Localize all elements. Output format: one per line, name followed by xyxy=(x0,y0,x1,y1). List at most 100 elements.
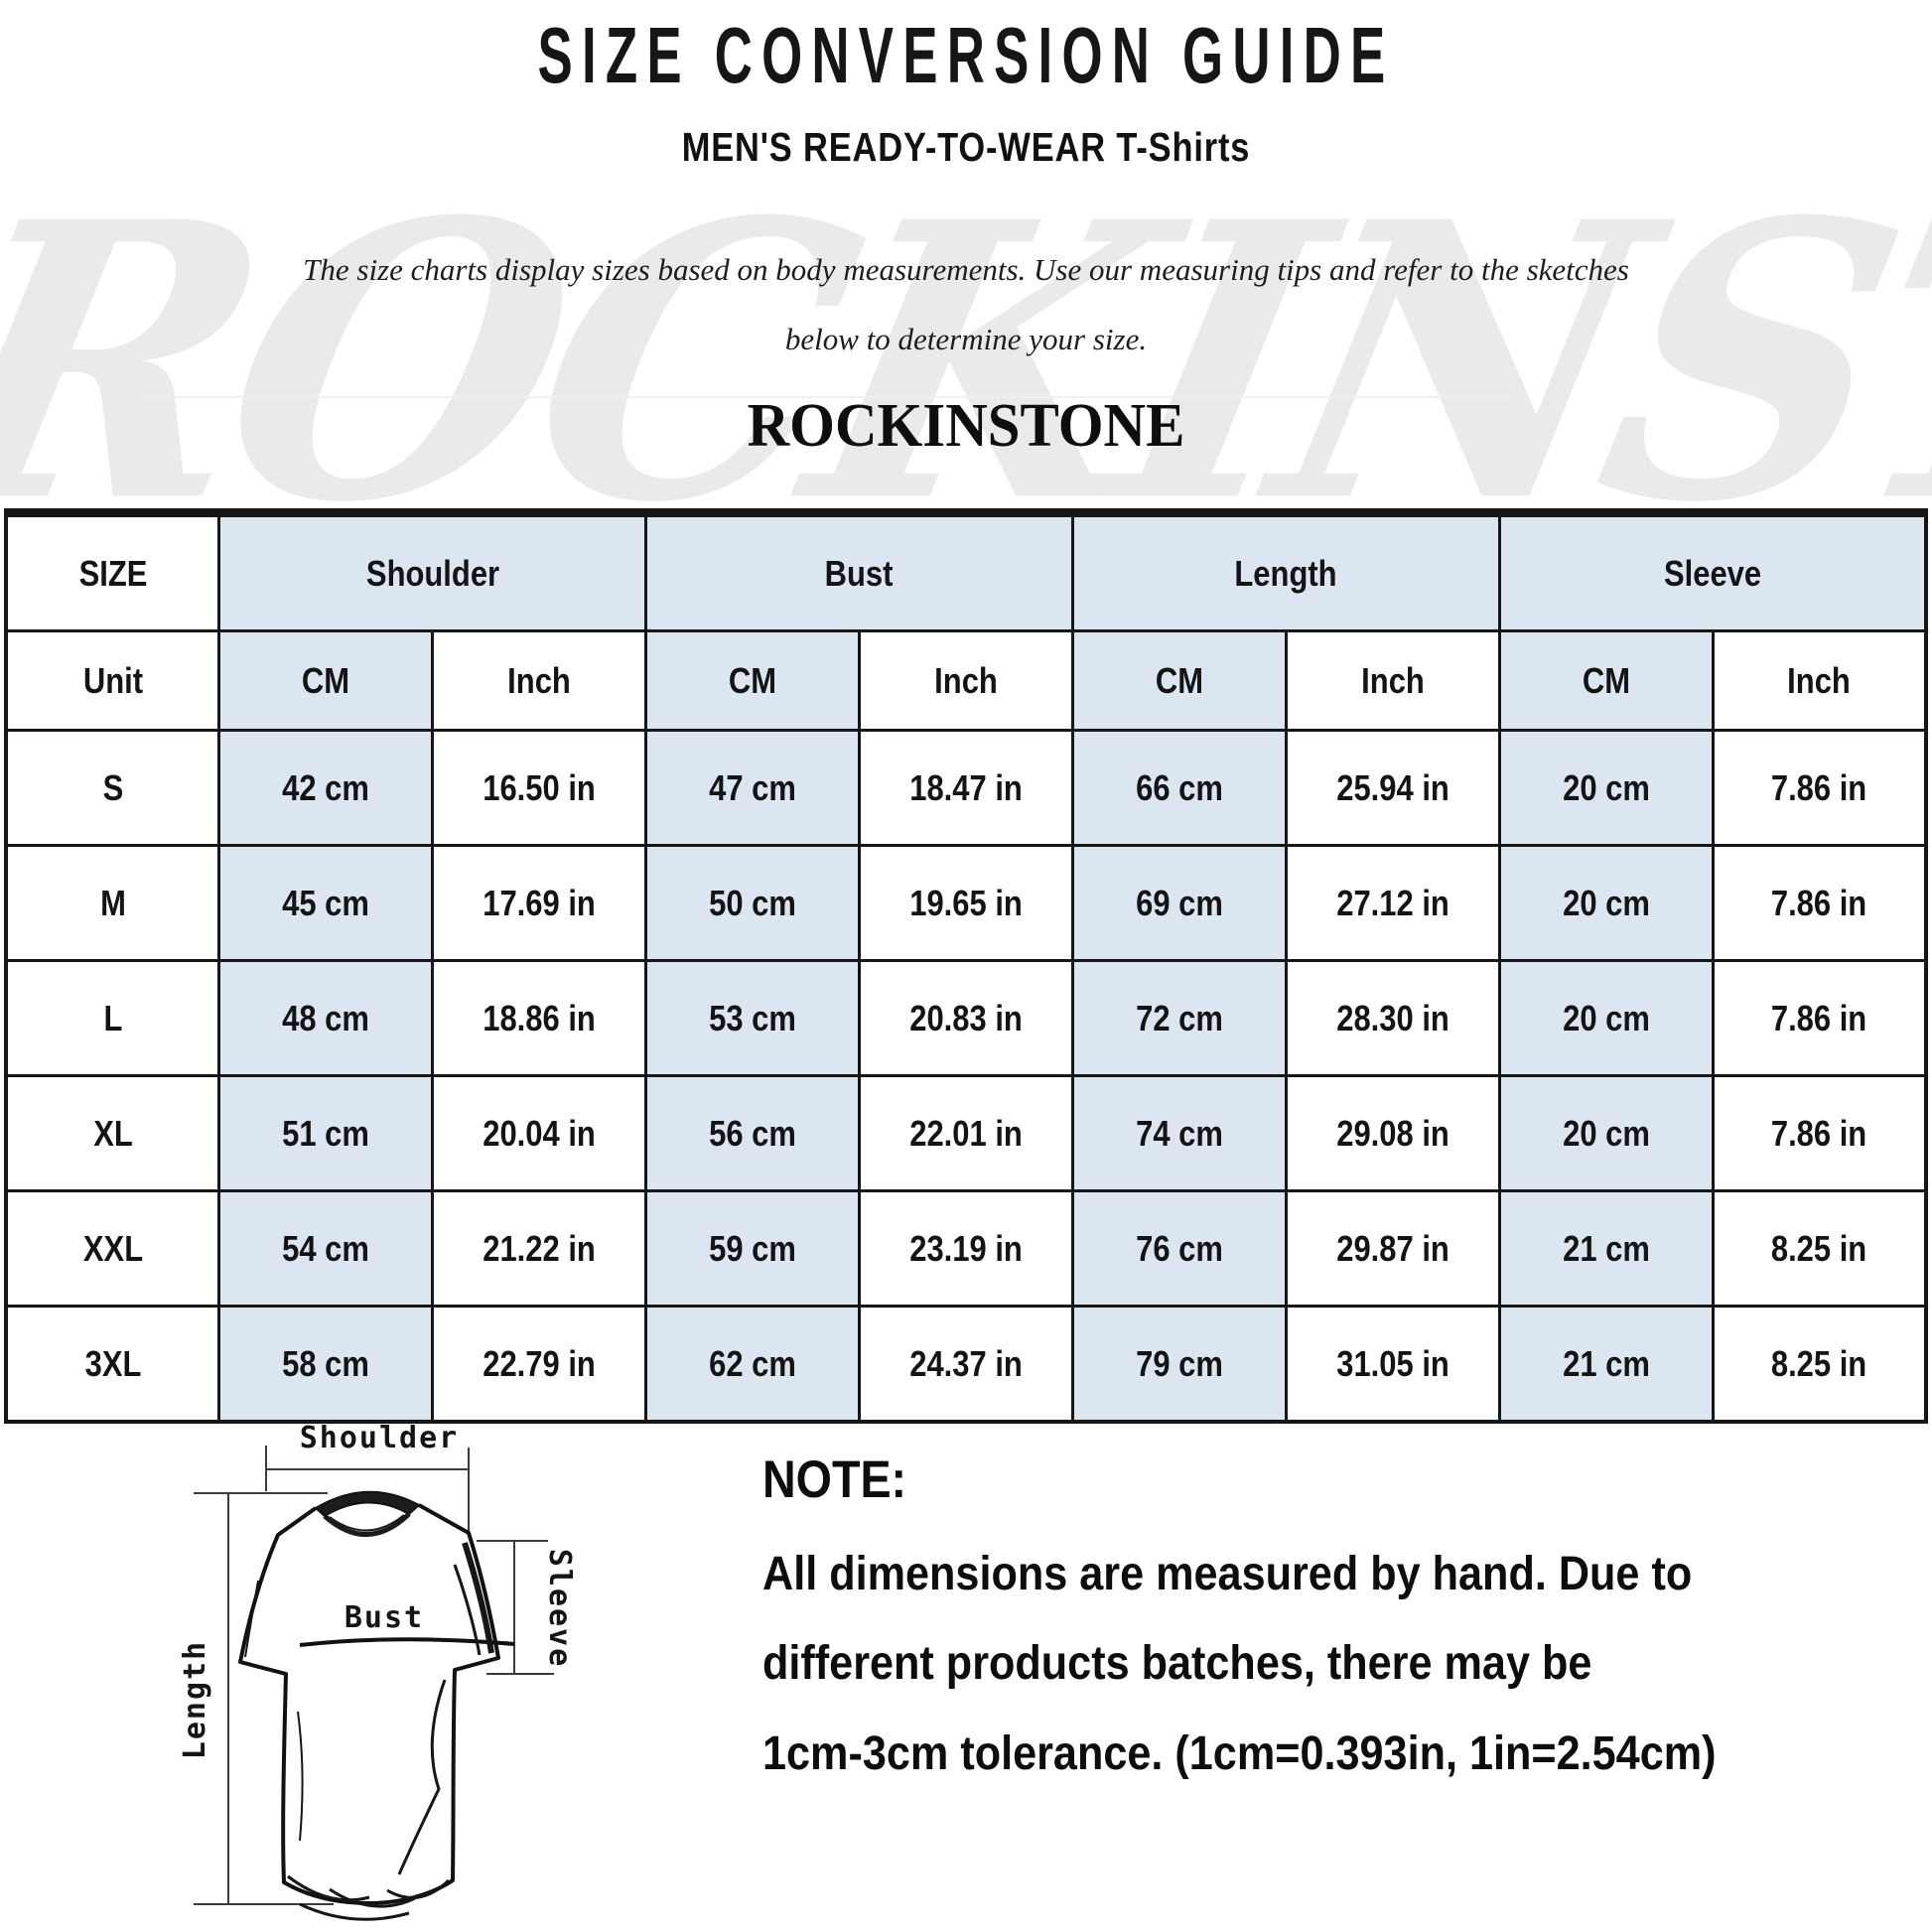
row-size-label: M xyxy=(4,844,221,962)
header-cm-length: CM xyxy=(1070,629,1288,732)
cell-length-inch: 28.30 in xyxy=(1284,959,1501,1077)
cell-length-cm: 66 cm xyxy=(1070,729,1288,847)
cell-sleeve-cm: 20 cm xyxy=(1497,844,1715,962)
bust-label: Bust xyxy=(345,1600,424,1635)
cell-bust-inch: 18.47 in xyxy=(857,729,1074,847)
length-label: Length xyxy=(178,1640,212,1759)
header-group-shoulder: Shoulder xyxy=(217,511,647,632)
cell-length-cm: 69 cm xyxy=(1070,844,1288,962)
header-cm-sleeve: CM xyxy=(1497,629,1715,732)
size-table-body: S 42 cm 16.50 in 47 cm 18.47 in 66 cm 25.94 in… xyxy=(4,729,1928,1424)
header-inch-length: Inch xyxy=(1284,629,1501,732)
cell-sleeve-cm: 20 cm xyxy=(1497,1074,1715,1192)
note-heading: NOTE: xyxy=(762,1450,907,1509)
cell-bust-inch: 24.37 in xyxy=(857,1305,1074,1424)
cell-length-inch: 29.08 in xyxy=(1284,1074,1501,1192)
cell-shoulder-cm: 51 cm xyxy=(217,1074,435,1192)
cell-bust-cm: 53 cm xyxy=(643,959,861,1077)
length-dimension-lines xyxy=(194,1492,334,1905)
cell-sleeve-cm: 21 cm xyxy=(1497,1189,1715,1308)
cell-sleeve-cm: 20 cm xyxy=(1497,959,1715,1077)
header-cm-bust: CM xyxy=(643,629,861,732)
cell-sleeve-inch: 8.25 in xyxy=(1711,1305,1928,1424)
row-size-label: 3XL xyxy=(4,1305,221,1424)
row-size-label: L xyxy=(4,959,221,1077)
row-size-label: XXL xyxy=(4,1189,221,1308)
cell-shoulder-cm: 54 cm xyxy=(217,1189,435,1308)
cell-length-cm: 76 cm xyxy=(1070,1189,1288,1308)
cell-shoulder-inch: 21.22 in xyxy=(431,1189,647,1308)
header-inch-shoulder: Inch xyxy=(431,629,647,732)
brand-name: ROCKINSTONE xyxy=(747,392,1185,460)
watermark-rule xyxy=(139,396,1509,398)
note-line: All dimensions are measured by hand. Due… xyxy=(762,1548,1693,1600)
sleeve-label: Sleeve xyxy=(542,1549,577,1668)
page-title: SIZE CONVERSION GUIDE xyxy=(537,11,1395,99)
cell-length-inch: 31.05 in xyxy=(1284,1305,1501,1424)
note-line: 1cm-3cm tolerance. (1cm=0.393in, 1in=2.5… xyxy=(762,1726,1717,1780)
cell-bust-inch: 22.01 in xyxy=(857,1074,1074,1192)
cell-length-inch: 25.94 in xyxy=(1284,729,1501,847)
header-inch-sleeve: Inch xyxy=(1711,629,1928,732)
cell-length-inch: 29.87 in xyxy=(1284,1189,1501,1308)
cell-length-cm: 79 cm xyxy=(1070,1305,1288,1424)
cell-length-cm: 74 cm xyxy=(1070,1074,1288,1192)
size-table-head: SIZE Shoulder Bust Length Sleeve Unit CM Inch CM… xyxy=(4,511,1928,732)
subtitle: MEN'S READY-TO-WEAR T-Shirts xyxy=(155,127,1778,168)
cell-shoulder-cm: 58 cm xyxy=(217,1305,435,1424)
size-row-3xl: 3XL 58 cm 22.79 in 62 cm 24.37 in 79 cm 31.05 … xyxy=(4,1305,1928,1424)
size-row-xl: XL 51 cm 20.04 in 56 cm 22.01 in 74 cm 29.08 i… xyxy=(4,1074,1928,1192)
size-row-s: S 42 cm 16.50 in 47 cm 18.47 in 66 cm 25.94 in… xyxy=(4,729,1928,847)
header-inch-bust: Inch xyxy=(857,629,1074,732)
cell-sleeve-cm: 20 cm xyxy=(1497,729,1715,847)
tshirt-outline xyxy=(238,1490,515,1921)
header-group-bust: Bust xyxy=(643,511,1074,632)
cell-bust-inch: 20.83 in xyxy=(857,959,1074,1077)
row-size-label: S xyxy=(4,729,221,847)
cell-shoulder-cm: 45 cm xyxy=(217,844,435,962)
cell-shoulder-inch: 20.04 in xyxy=(431,1074,647,1192)
cell-bust-cm: 56 cm xyxy=(643,1074,861,1192)
cell-sleeve-inch: 7.86 in xyxy=(1711,729,1928,847)
header-size: SIZE xyxy=(4,511,221,632)
cell-shoulder-cm: 42 cm xyxy=(217,729,435,847)
cell-shoulder-inch: 17.69 in xyxy=(431,844,647,962)
cell-length-cm: 72 cm xyxy=(1070,959,1288,1077)
header-group-sleeve: Sleeve xyxy=(1497,511,1928,632)
brand-watermark: ROCKINSTONE xyxy=(0,140,1932,587)
header-cm-shoulder: CM xyxy=(217,629,435,732)
sleeve-dimension-lines xyxy=(477,1540,554,1675)
subtitle-category: MEN'S READY-TO-WEAR xyxy=(681,124,1106,170)
cell-bust-cm: 50 cm xyxy=(643,844,861,962)
cell-shoulder-cm: 48 cm xyxy=(217,959,435,1077)
size-table: SIZE Shoulder Bust Length Sleeve Unit CM Inch CM… xyxy=(4,508,1928,1424)
cell-sleeve-inch: 8.25 in xyxy=(1711,1189,1928,1308)
shoulder-dimension-lines xyxy=(265,1446,470,1533)
note-line: different products batches, there may be xyxy=(762,1637,1592,1691)
size-row-m: M 45 cm 17.69 in 50 cm 19.65 in 69 cm 27.12 in… xyxy=(4,844,1928,962)
header-unit: Unit xyxy=(4,629,221,732)
cell-length-inch: 27.12 in xyxy=(1284,844,1501,962)
size-row-l: L 48 cm 18.86 in 53 cm 20.83 in 72 cm 28.30 in… xyxy=(4,959,1928,1077)
tshirt-measurement-diagram: Shoulder Length Sleeve xyxy=(178,1421,577,1921)
cell-sleeve-inch: 7.86 in xyxy=(1711,1074,1928,1192)
cell-shoulder-inch: 18.86 in xyxy=(431,959,647,1077)
cell-sleeve-cm: 21 cm xyxy=(1497,1305,1715,1424)
cell-sleeve-inch: 7.86 in xyxy=(1711,844,1928,962)
cell-shoulder-inch: 22.79 in xyxy=(431,1305,647,1424)
description-line-2: below to determine your size. xyxy=(784,322,1148,356)
size-row-xxl: XXL 54 cm 21.22 in 59 cm 23.19 in 76 cm 29.87 … xyxy=(4,1189,1928,1308)
cell-bust-inch: 19.65 in xyxy=(857,844,1074,962)
cell-shoulder-inch: 16.50 in xyxy=(431,729,647,847)
cell-sleeve-inch: 7.86 in xyxy=(1711,959,1928,1077)
cell-bust-cm: 59 cm xyxy=(643,1189,861,1308)
subtitle-product: T-Shirts xyxy=(1116,124,1251,170)
header-group-length: Length xyxy=(1070,511,1501,632)
shoulder-label: Shoulder xyxy=(300,1421,460,1455)
cell-bust-inch: 23.19 in xyxy=(857,1189,1074,1308)
note-block: NOTE: All dimensions are measured by han… xyxy=(762,1453,1904,1819)
row-size-label: XL xyxy=(4,1074,221,1192)
description-line-1: The size charts display sizes based on b… xyxy=(303,252,1629,287)
cell-bust-cm: 62 cm xyxy=(643,1305,861,1424)
